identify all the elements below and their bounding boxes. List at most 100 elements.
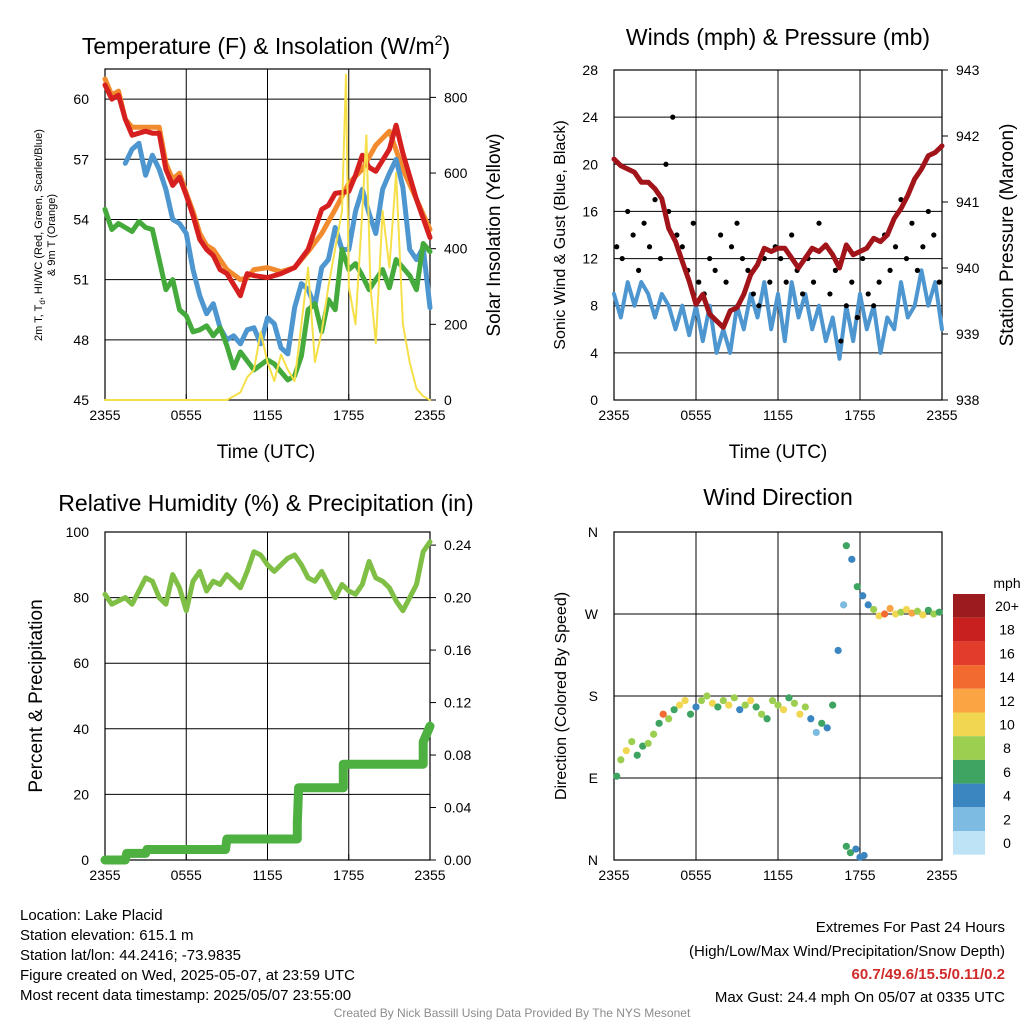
- x-tick-label: 2355: [89, 407, 120, 423]
- y2-tick-label: 0.12: [444, 695, 471, 711]
- y-tick-label: 4: [590, 345, 598, 361]
- gust-point: [652, 197, 658, 203]
- y-tick-label: 57: [73, 151, 89, 167]
- wind-plot: 2355 0555 1155 1755 235504812162024289389399…: [582, 62, 979, 423]
- colorbar-swatch: [953, 617, 985, 642]
- direction-point: [852, 845, 860, 853]
- x-tick-label: 0555: [171, 407, 202, 423]
- blue-series-line: [122, 140, 433, 357]
- direction-point: [779, 706, 788, 714]
- gust-point: [903, 255, 910, 262]
- y-tick-label: 12: [582, 251, 598, 267]
- direction-point: [676, 701, 684, 709]
- y2-tick-label: 938: [956, 392, 980, 408]
- direction-point: [650, 730, 658, 738]
- y-tick-label: S: [589, 688, 598, 704]
- direction-point: [881, 610, 889, 618]
- gust-point: [696, 279, 702, 285]
- humidity-title: Relative Humidity (%) & Precipitation (i…: [58, 490, 473, 516]
- direction-point: [908, 609, 916, 617]
- gust-point: [827, 291, 833, 297]
- gust-point: [810, 279, 817, 285]
- direction-point: [930, 610, 938, 618]
- gust-point: [636, 267, 642, 273]
- footer-elevation: Station elevation: 615.1 m: [20, 927, 194, 944]
- direction-point: [725, 701, 733, 709]
- x-tick-label: 1155: [763, 407, 793, 423]
- speed-colorbar: mph 20+ 18 16 14 12 10 8 6 4 2 0: [953, 575, 1021, 855]
- y2-tick-label: 942: [956, 128, 980, 144]
- green-series-line: [102, 206, 433, 383]
- y2-tick-label: 941: [956, 194, 980, 210]
- y-tick-label: 100: [66, 524, 90, 540]
- colorbar-label: 16: [999, 645, 1015, 661]
- colorbar-label: 14: [999, 669, 1015, 685]
- y2-tick-label: 0.20: [444, 590, 471, 606]
- direction-point: [758, 710, 766, 718]
- x-tick-label: 0555: [680, 407, 711, 423]
- orange-series-line: [102, 76, 433, 283]
- direction-point: [924, 606, 932, 614]
- y2-tick-label: 943: [956, 62, 980, 78]
- x-tick-label: 2355: [89, 867, 120, 883]
- direction-point: [864, 601, 872, 609]
- y-tick-label: 24: [582, 109, 598, 125]
- colorbar-label: 0: [1003, 835, 1011, 851]
- gust-point: [718, 232, 724, 238]
- gust-point: [646, 244, 653, 250]
- gust-point: [690, 220, 696, 226]
- yellow-series-line: [104, 73, 431, 401]
- direction-point: [935, 608, 943, 616]
- direction-point: [796, 710, 804, 718]
- colorbar-swatch: [953, 688, 985, 713]
- x-tick-label: 2355: [414, 867, 445, 883]
- gust-point: [734, 220, 740, 226]
- gust-point: [925, 208, 931, 215]
- gust-point: [909, 220, 915, 226]
- gust-point: [843, 303, 849, 309]
- direction-point: [681, 696, 689, 705]
- gust-point: [657, 255, 664, 262]
- temperature-y2-label: Solar Insolation (Yellow): [484, 133, 505, 336]
- x-tick-label: 2355: [598, 407, 629, 423]
- direction-point: [807, 715, 815, 723]
- gust-point: [931, 232, 937, 238]
- y-tick-label: 28: [582, 62, 598, 78]
- gust-point: [750, 291, 757, 297]
- direction-point: [697, 696, 706, 705]
- direction-point: [801, 703, 809, 711]
- y2-tick-label: 400: [444, 241, 468, 257]
- gust-point: [663, 161, 669, 167]
- x-tick-label: 1155: [252, 407, 282, 423]
- direction-y-label: Direction (Colored By Speed): [553, 592, 570, 800]
- colorbar-swatch: [953, 807, 985, 831]
- colorbar-swatch: [953, 665, 985, 689]
- direction-point: [886, 604, 894, 613]
- wind-x-label: Time (UTC): [729, 442, 828, 463]
- y-tick-label: 20: [73, 786, 89, 802]
- gust-point: [745, 267, 751, 273]
- direction-point: [913, 607, 922, 615]
- direction-point: [870, 605, 878, 614]
- humidity-panel: Relative Humidity (%) & Precipitation (i…: [26, 490, 474, 883]
- x-tick-label: 1755: [333, 867, 364, 883]
- y2-tick-label: 200: [444, 316, 468, 332]
- gust-point: [865, 291, 871, 297]
- plot-frame: [613, 531, 943, 861]
- gust-point: [707, 255, 713, 262]
- wind-y2-label: Station Pressure (Maroon): [997, 124, 1018, 347]
- y2-tick-label: 0: [444, 392, 452, 408]
- temperature-x-label: Time (UTC): [217, 442, 316, 463]
- gust-point: [849, 279, 855, 285]
- footer-recent: Most recent data timestamp: 2025/05/07 2…: [20, 987, 352, 1004]
- colorbar-label: 8: [1003, 740, 1011, 756]
- direction-point: [686, 710, 695, 718]
- humidity-y-label: Percent & Precipitation: [26, 599, 47, 792]
- direction-point: [714, 703, 722, 711]
- direction-point: [891, 610, 900, 618]
- colorbar-title: mph: [993, 575, 1020, 591]
- gust-point: [920, 244, 926, 250]
- humidity-series-line: [102, 539, 433, 614]
- direction-point: [633, 751, 641, 759]
